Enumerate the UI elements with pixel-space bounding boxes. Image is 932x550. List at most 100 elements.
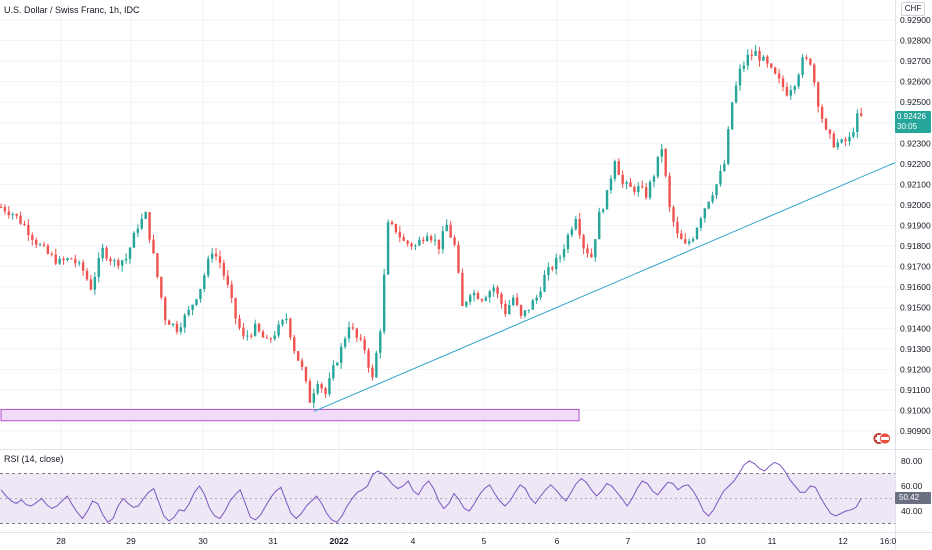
candle-body bbox=[660, 149, 663, 157]
candle-body bbox=[680, 233, 683, 240]
candle-body bbox=[813, 64, 816, 83]
candle-body bbox=[250, 335, 253, 337]
flag-icon[interactable] bbox=[873, 432, 893, 445]
candle-body bbox=[81, 262, 85, 271]
candle-body bbox=[777, 73, 781, 79]
candle-body bbox=[539, 291, 542, 298]
candle-body bbox=[402, 237, 405, 241]
candle-body bbox=[484, 297, 488, 301]
rsi-line bbox=[0, 460, 862, 524]
price-tick-label: 0.91900 bbox=[900, 221, 931, 231]
candle-body bbox=[347, 327, 351, 339]
candle-body bbox=[519, 305, 523, 316]
candle-body bbox=[367, 350, 370, 368]
candle-body bbox=[809, 58, 812, 65]
candle-body bbox=[472, 293, 476, 296]
candle-body bbox=[437, 239, 441, 250]
candle-body bbox=[195, 299, 198, 305]
candle-body bbox=[574, 219, 577, 230]
candle-body bbox=[570, 229, 574, 235]
candle-body bbox=[375, 352, 378, 378]
time-tick-label: 16:0 bbox=[880, 536, 897, 546]
candle-body bbox=[625, 182, 628, 184]
candle-body bbox=[31, 235, 34, 240]
candle-body bbox=[414, 245, 417, 247]
price-tick-label: 0.91300 bbox=[900, 344, 931, 354]
price-tick-label: 0.91200 bbox=[900, 364, 931, 374]
candle-body bbox=[719, 170, 722, 185]
candle-body bbox=[633, 186, 636, 192]
candle-body bbox=[394, 223, 398, 232]
candle-body bbox=[652, 176, 656, 182]
candle-body bbox=[656, 156, 660, 177]
candle-body bbox=[762, 56, 765, 61]
candle-body bbox=[527, 309, 531, 311]
rsi-value-tag: 50.42 bbox=[895, 492, 931, 504]
time-tick-label: 29 bbox=[126, 536, 136, 546]
candle-body bbox=[711, 195, 714, 202]
candle-body bbox=[441, 231, 445, 250]
currency-label[interactable]: CHF bbox=[901, 2, 925, 16]
candle-body bbox=[148, 212, 151, 240]
candle-body bbox=[605, 190, 609, 210]
candle-body bbox=[492, 287, 495, 292]
candle-body bbox=[27, 224, 30, 236]
candle-body bbox=[746, 54, 750, 66]
candle-body bbox=[66, 258, 69, 261]
candle-body bbox=[132, 232, 136, 248]
time-tick-label: 4 bbox=[411, 536, 416, 546]
candle-body bbox=[97, 258, 100, 277]
price-tick-label: 0.92300 bbox=[900, 138, 931, 148]
price-tick-label: 0.92200 bbox=[900, 159, 931, 169]
candle-body bbox=[7, 211, 11, 216]
rsi-label[interactable]: RSI (14, close) bbox=[4, 454, 64, 464]
candle-body bbox=[336, 362, 339, 366]
candle-body bbox=[78, 262, 81, 264]
candle-body bbox=[601, 209, 605, 212]
candle-body bbox=[844, 139, 847, 142]
candle-body bbox=[558, 257, 562, 259]
candle-body bbox=[265, 337, 269, 339]
candle-body bbox=[175, 323, 179, 332]
candle-body bbox=[38, 244, 42, 246]
candle-body bbox=[214, 253, 218, 257]
chart-title: U.S. Dollar / Swiss Franc, 1h, IDC bbox=[4, 5, 140, 15]
candle-body bbox=[723, 163, 726, 171]
price-tick-label: 0.91000 bbox=[900, 405, 931, 415]
candle-body bbox=[351, 327, 355, 329]
candle-body bbox=[672, 207, 675, 222]
candle-body bbox=[70, 258, 73, 260]
price-tick-label: 0.92700 bbox=[900, 56, 931, 66]
candle-body bbox=[113, 260, 116, 262]
candle-body bbox=[805, 57, 808, 59]
price-tick-label: 0.91700 bbox=[900, 262, 931, 272]
candle-body bbox=[504, 303, 507, 315]
candle-body bbox=[312, 393, 315, 403]
time-tick-label: 12 bbox=[838, 536, 848, 546]
candle-body bbox=[637, 186, 640, 192]
candle-body bbox=[191, 304, 194, 310]
candle-body bbox=[54, 254, 57, 264]
candle-body bbox=[140, 218, 143, 229]
candle-body bbox=[359, 337, 362, 340]
candle-body bbox=[676, 221, 679, 234]
support-zone bbox=[0, 408, 580, 422]
candle-body bbox=[273, 335, 276, 339]
price-tick-label: 0.92600 bbox=[900, 77, 931, 87]
candle-body bbox=[89, 279, 93, 290]
candle-body bbox=[793, 86, 796, 91]
price-tick-label: 0.92800 bbox=[900, 36, 931, 46]
time-tick-label: 7 bbox=[626, 536, 631, 546]
candle-body bbox=[848, 136, 851, 142]
candle-body bbox=[93, 276, 97, 290]
candle-body bbox=[555, 257, 558, 270]
candle-body bbox=[664, 149, 667, 176]
rsi-tick-label: 80.00 bbox=[901, 456, 923, 466]
candle-body bbox=[707, 201, 710, 209]
time-tick-label: 5 bbox=[482, 536, 487, 546]
candle-body bbox=[687, 241, 691, 244]
price-tick-label: 0.92000 bbox=[900, 200, 931, 210]
candle-body bbox=[715, 184, 718, 196]
